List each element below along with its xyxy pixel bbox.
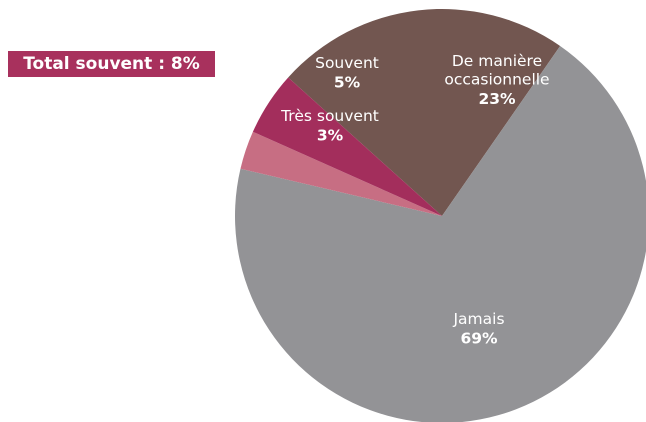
pie-slice-value-2: 3%	[317, 127, 344, 145]
pie-slice-0	[288, 8, 561, 216]
pie-slice-name-2: Très souvent	[280, 107, 379, 125]
pie-slice-value-3: 5%	[334, 74, 361, 92]
pie-slice-name-0: De manière	[452, 52, 542, 70]
pie-slice-2	[240, 131, 442, 216]
total-souvent-badge: Total souvent : 8%	[8, 51, 215, 77]
pie-slice-name-1: Jamais	[452, 310, 504, 328]
pie-slice-value-0: 23%	[478, 90, 516, 108]
pie-slices	[235, 8, 646, 422]
pie-slice-value-1: 69%	[460, 330, 498, 348]
pie-slice-name-3: Souvent	[315, 54, 379, 72]
pie-slice-1	[235, 46, 646, 422]
pie-slice-3	[252, 77, 442, 217]
pie-slice-name-0: occasionnelle	[444, 71, 549, 89]
